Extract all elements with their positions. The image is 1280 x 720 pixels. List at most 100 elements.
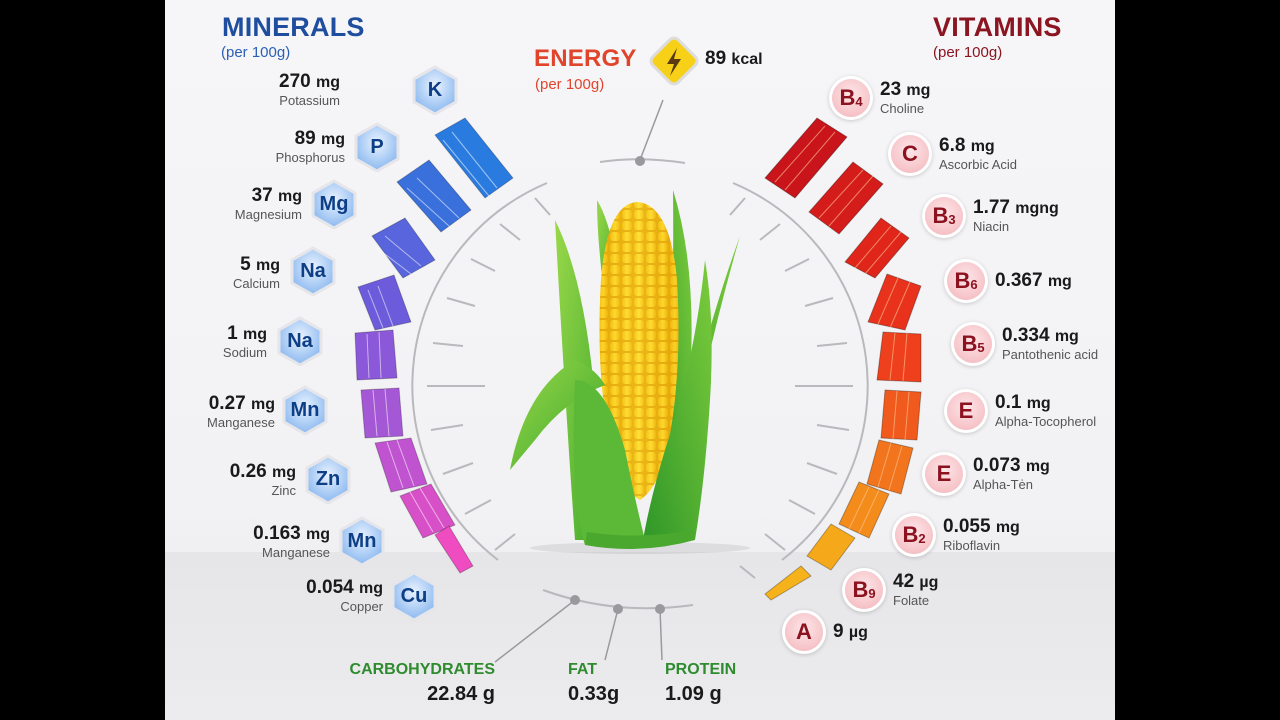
mineral-item: 0.054 mg Copper [263,578,383,613]
vitamin-item: 0.073 mg Alpha-Tėn [973,456,1050,491]
vitamin-badge-icon: B5 [954,325,992,363]
mineral-symbol-hex-icon: Zn [305,454,351,504]
lightning-bolt-icon [649,36,699,86]
vitamin-badge-icon: B3 [925,197,963,235]
floor-shade [165,552,1115,720]
mineral-amount: 0.054 mg [306,577,383,598]
mineral-amount: 270 mg [279,71,340,92]
mineral-amount: 89 mg [294,128,345,149]
vitamin-badge-icon: A [785,613,823,651]
mineral-name: Manganese [262,545,330,560]
vitamin-badge-icon: B9 [845,571,883,609]
mineral-symbol: Na [287,330,313,352]
vitamin-badge-icon: E [947,392,985,430]
mineral-symbol-hex-icon: Mn [282,385,328,435]
energy-value: 89 kcal [705,49,763,68]
vitamin-item: 0.055 mg Riboflavin [943,517,1020,552]
minerals-subtitle: (per 100g) [221,44,291,61]
mineral-name: Zinc [271,483,296,498]
mineral-symbol-hex-icon: P [354,122,400,172]
minerals-title: MINERALS [222,12,365,42]
mineral-amount: 0.26 mg [229,461,296,482]
macro-label: FAT [568,661,598,678]
mineral-amount: 37 mg [251,185,302,206]
macro-protein: PROTEIN 1.09 g [665,661,737,705]
vitamin-amount: 42 µg [893,571,939,592]
mineral-symbol-hex-icon: Na [290,246,336,296]
mineral-name: Manganese [207,415,275,430]
mineral-symbol: P [370,136,384,158]
mineral-name: Sodium [222,345,267,360]
mineral-name: Potassium [279,93,340,108]
vitamins-subtitle: (per 100g) [933,44,1003,61]
mineral-symbol: Na [300,260,326,282]
energy-unit: kcal [731,51,763,68]
vitamin-name: Riboflavin [943,538,1001,553]
vitamin-badge-icon: C [891,135,929,173]
vitamin-amount: 0.055 mg [943,516,1020,537]
vitamin-amount: 9 µg [833,621,868,642]
mineral-symbol: Mn [347,530,377,552]
vitamin-badge-icon: B2 [895,516,933,554]
mineral-amount: 1 mg [227,323,267,344]
vitamin-item: 0.334 mg Pantothenic acid [1002,326,1098,361]
vitamin-badge-icon: E [925,455,963,493]
mineral-symbol: Mn [290,399,320,421]
mineral-item: 0.26 mg Zinc [176,462,296,497]
energy-amount: 89 [705,48,727,69]
mineral-item: 0.163 mg Manganese [210,524,330,559]
mineral-amount: 0.27 mg [208,393,275,414]
mineral-item: 270 mg Potassium [220,72,340,107]
mineral-symbol-hex-icon: K [412,65,458,115]
vitamin-badge-icon: B4 [832,79,870,117]
vitamin-item: 9 µg [833,622,868,641]
vitamin-amount: 0.367 mg [995,270,1072,291]
vitamin-badge-icon: B6 [947,262,985,300]
mineral-name: Calcium [233,276,280,291]
vitamin-item: 0.367 mg [995,271,1072,290]
energy-subtitle: (per 100g) [535,76,605,93]
vitamin-item: 6.8 mg Ascorbic Acid [939,136,1017,171]
vitamin-amount: 0.334 mg [1002,325,1079,346]
minerals-bars [354,117,514,574]
vitamin-name: Ascorbic Acid [939,157,1018,172]
mineral-symbol: Cu [400,585,428,607]
mineral-symbol: Mg [319,193,349,215]
mineral-item: 89 mg Phosphorus [225,129,345,164]
vitamin-item: 1.77 mgng Niacin [973,198,1059,233]
mineral-name: Copper [340,599,383,614]
mineral-symbol-hex-icon: Na [277,316,323,366]
mineral-symbol-hex-icon: Mg [311,179,357,229]
mineral-amount: 0.163 mg [253,523,330,544]
vitamin-amount: 0.073 mg [973,455,1050,476]
vitamin-item: 23 mg Choline [880,80,930,115]
mineral-name: Magnesium [234,207,302,222]
energy-title: ENERGY [534,45,637,72]
macro-label: CARBOHYDRATES [349,661,495,678]
vitamins-title: VITAMINS [933,12,1062,42]
macro-value: 22.84 g [427,683,495,705]
vitamin-amount: 1.77 mgng [973,197,1059,218]
macro-value: 1.09 g [665,683,722,705]
mineral-item: 1 mg Sodium [165,324,267,359]
corn-cob-icon [510,190,750,554]
macro-fat: FAT 0.33g [568,661,619,705]
vitamin-amount: 6.8 mg [939,135,995,156]
macro-label: PROTEIN [665,661,737,678]
vitamin-name: Niacin [973,219,1010,234]
mineral-item: 37 mg Magnesium [182,186,302,221]
vitamin-item: 0.1 mg Alpha-Tocopherol [995,393,1096,428]
mineral-symbol-hex-icon: Mn [339,516,385,566]
mineral-item: 5 mg Calcium [165,255,280,290]
vitamin-amount: 23 mg [880,79,931,100]
gauge-graphic [354,99,922,663]
infographic-frame: MINERALS (per 100g) VITAMINS (per 100g) … [165,0,1115,720]
mineral-amount: 5 mg [240,254,280,275]
mineral-name: Phosphorus [275,150,345,165]
vitamin-name: Alpha-Tocopherol [995,414,1097,429]
vitamin-amount: 0.1 mg [995,392,1051,413]
mineral-symbol-hex-icon: Cu [391,571,437,621]
macro-carbohydrates: CARBOHYDRATES 22.84 g [342,661,495,705]
vitamin-item: 42 µg Folate [893,572,938,607]
mineral-item: 0.27 mg Manganese [165,394,275,429]
